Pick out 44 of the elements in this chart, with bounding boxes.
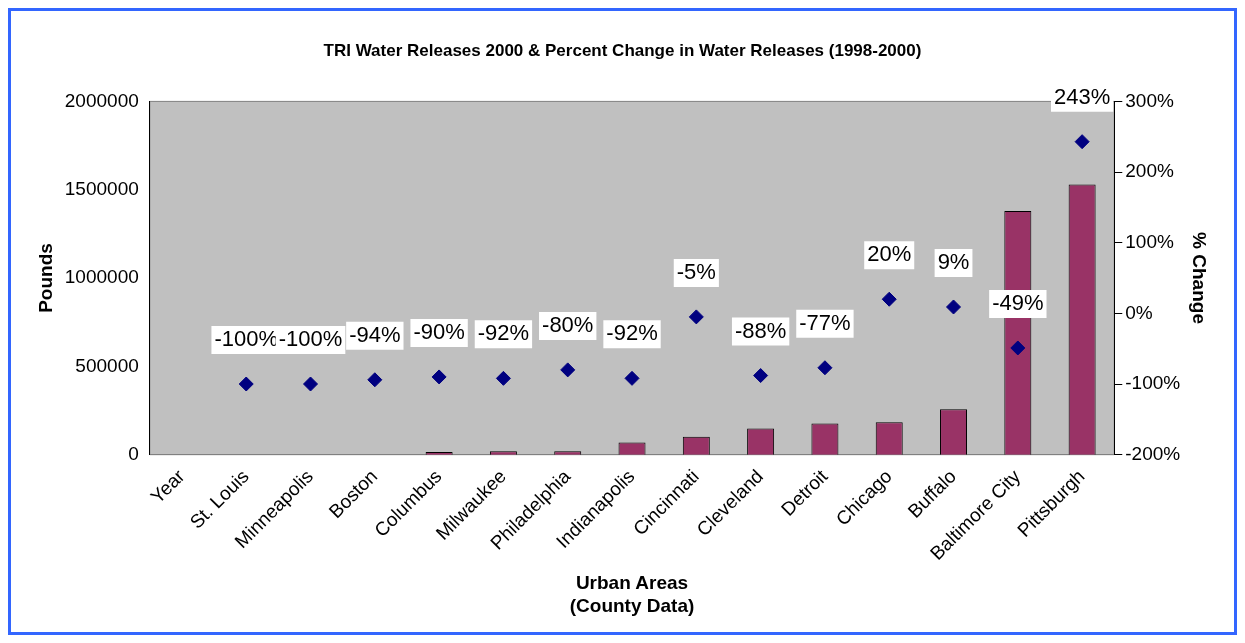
y-tick-label: 2000000: [64, 89, 139, 111]
y-axis-title: Pounds: [34, 243, 56, 313]
point: [881, 291, 897, 307]
data-label: -92%: [606, 320, 658, 346]
point: [431, 369, 447, 385]
data-label: -88%: [734, 317, 787, 343]
point: [624, 370, 640, 386]
y2-tick-label: 200%: [1125, 160, 1174, 182]
point: [560, 362, 576, 378]
chart-title: TRI Water Releases 2000 & Percent Change in Water Releases (1998-2000): [323, 40, 922, 60]
y-tick-label: 500000: [75, 354, 139, 376]
data-label: -94%: [349, 321, 401, 347]
data-label: -100%: [278, 326, 343, 352]
point: [753, 368, 769, 384]
y2-tick-label: 0%: [1125, 301, 1153, 323]
x-axis-title: Urban Areas (County Data): [569, 572, 695, 616]
y2-axis-title: % Change: [1189, 232, 1211, 324]
data-label: 20%: [867, 241, 912, 267]
data-label: 9%: [937, 249, 970, 275]
point: [688, 309, 704, 325]
x-tick-label: Year: [146, 464, 189, 508]
point: [367, 372, 383, 388]
data-label: -49%: [992, 290, 1044, 316]
point: [238, 376, 254, 392]
point: [1074, 134, 1090, 150]
y-tick-label: 1000000: [64, 266, 139, 288]
y-tick-label: 1500000: [64, 177, 139, 199]
point: [303, 376, 319, 392]
y-tick-label: 0: [128, 442, 139, 464]
y2-tick-label: 100%: [1125, 230, 1174, 252]
data-label: -100%: [214, 326, 279, 352]
data-label: -5%: [676, 258, 716, 284]
point: [817, 360, 833, 376]
y2-tick-label: -100%: [1125, 372, 1181, 394]
data-label: -77%: [799, 309, 851, 335]
point: [1010, 340, 1026, 356]
point: [495, 370, 511, 386]
data-label: -92%: [477, 320, 530, 346]
y2-tick-label: -200%: [1125, 442, 1181, 464]
point: [946, 299, 962, 315]
data-label: 243%: [1053, 83, 1111, 109]
y2-tick-label: 300%: [1125, 89, 1174, 111]
data-label: -90%: [413, 319, 465, 345]
data-label: -80%: [542, 311, 594, 337]
